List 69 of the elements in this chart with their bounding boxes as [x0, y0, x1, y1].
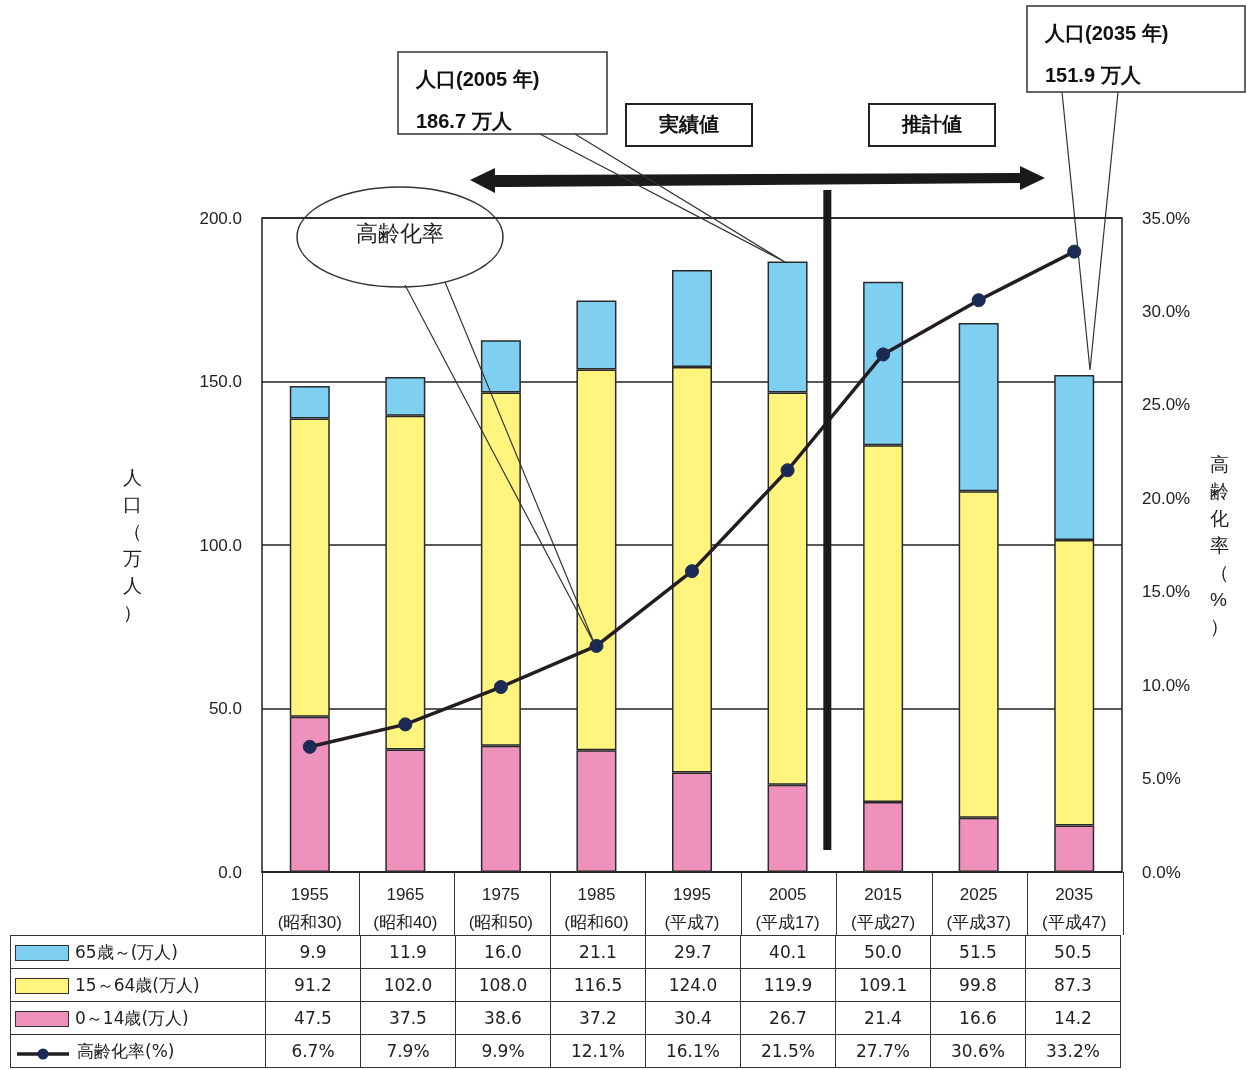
y2-tick-label: 5.0% [1142, 769, 1181, 789]
data-label: 27.7% [835, 1034, 931, 1068]
x-tick-label: 2015 (平成27) [850, 884, 916, 932]
annotation: 高齢化率 [356, 220, 444, 246]
x-tick-label: 1995 (平成7) [664, 884, 720, 932]
x-tick-label: 1985 (昭和60) [564, 884, 629, 932]
y-tick-label: 200.0 [199, 208, 242, 228]
data-label: 9.9 [265, 935, 361, 969]
x-tick-label: 1975 (昭和50) [468, 884, 534, 932]
data-label: 21.5% [740, 1034, 836, 1068]
data-label: 37.2 [550, 1001, 646, 1035]
data-label: 14.2 [1025, 1001, 1121, 1035]
data-label: 30.4 [645, 1001, 741, 1035]
data-label: 33.2% [1025, 1034, 1121, 1068]
data-label: 116.5 [550, 968, 646, 1002]
data-label: 21.1 [550, 935, 646, 969]
text: 実績値 [658, 113, 719, 135]
legend-label: 0～14歳(万人) [10, 1001, 266, 1035]
y-tick-label: 0.0 [218, 862, 242, 882]
y2-tick-label: 35.0% [1142, 208, 1191, 228]
y2-tick-label: 30.0% [1142, 301, 1191, 321]
y2-tick-label: 15.0% [1142, 582, 1191, 602]
data-label: 99.8 [930, 968, 1026, 1002]
data-label: 16.6 [930, 1001, 1026, 1035]
data-label: 16.0 [455, 935, 551, 969]
data-label: 40.1 [740, 935, 836, 969]
data-label: 108.0 [455, 968, 551, 1002]
data-label: 91.2 [265, 968, 361, 1002]
data-label: 109.1 [835, 968, 931, 1002]
data-label: 9.9% [455, 1034, 551, 1068]
y-tick-label: 50.0 [208, 699, 242, 718]
data-label: 26.7 [740, 1001, 836, 1035]
y-axis-title: 人口（万人） [123, 467, 142, 623]
data-label: 16.1% [645, 1034, 741, 1068]
y-tick-label: 150.0 [199, 372, 242, 391]
data-label: 87.3 [1025, 968, 1121, 1002]
y2-axis-title: 高齢化率（%） [1210, 453, 1229, 637]
data-label: 37.5 [360, 1001, 456, 1035]
y2-tick-label: 20.0% [1142, 488, 1191, 508]
x-tick-label: 2005 (平成17) [755, 884, 820, 932]
data-label: 51.5 [930, 935, 1026, 969]
data-label: 124.0 [645, 968, 741, 1002]
y-tick-label: 100.0 [199, 535, 242, 555]
legend-label: 15～64歳(万人) [10, 968, 266, 1002]
y2-tick-label: 0.0% [1142, 862, 1181, 882]
data-label: 47.5 [265, 1001, 361, 1035]
y2-tick-label: 10.0% [1142, 675, 1191, 695]
data-label: 50.5 [1025, 935, 1121, 969]
data-label: 119.9 [740, 968, 836, 1002]
data-label: 102.0 [360, 968, 456, 1002]
data-label: 30.6% [930, 1034, 1026, 1068]
y2-tick-label: 25.0% [1142, 395, 1191, 415]
legend-label: 高齢化率(%) [10, 1034, 266, 1068]
legend-label: 65歳～(万人) [10, 935, 266, 969]
text: 人口(2005 年) 186.7 万人 [415, 68, 540, 132]
data-label: 12.1% [550, 1034, 646, 1068]
x-tick-label: 2025 (平成37) [946, 884, 1011, 932]
x-tick-label: 2035 (平成47) [1042, 884, 1107, 932]
text: 人口(2035 年) 151.9 万人 [1044, 22, 1169, 86]
text: 推計値 [901, 113, 962, 135]
x-tick-label: 1965 (昭和40) [373, 884, 438, 932]
data-label: 38.6 [455, 1001, 551, 1035]
data-label: 11.9 [360, 935, 456, 969]
data-label: 50.0 [835, 935, 931, 969]
x-tick-label: 1955 (昭和30) [277, 884, 342, 932]
data-label: 29.7 [645, 935, 741, 969]
data-label: 21.4 [835, 1001, 931, 1035]
data-label: 6.7% [265, 1034, 361, 1068]
data-label: 7.9% [360, 1034, 456, 1068]
